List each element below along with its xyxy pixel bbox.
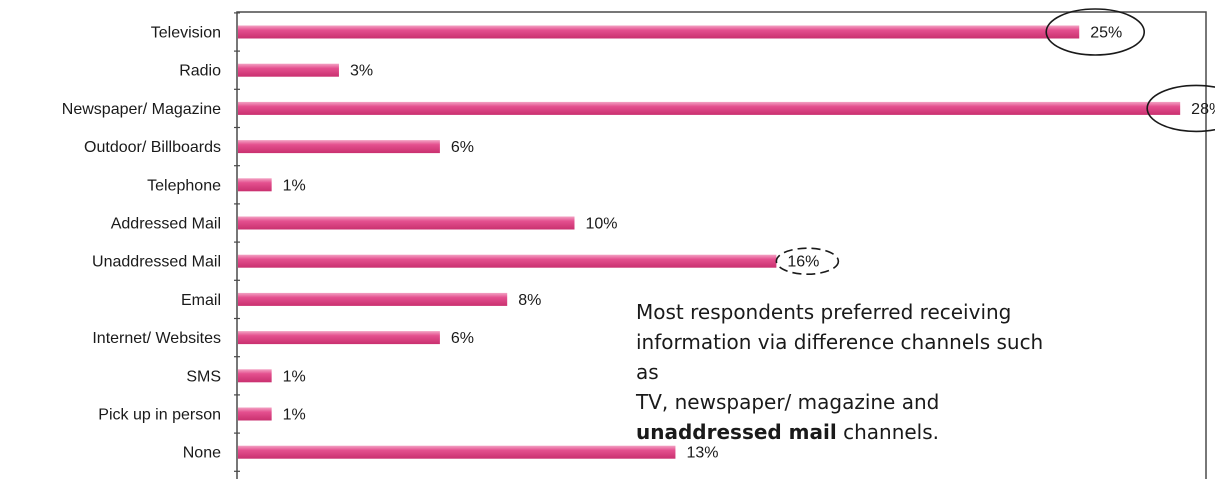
value-label: 25% [1090, 25, 1122, 42]
annotation-line-4: unaddressed mail channels. [636, 417, 1056, 447]
bar-internet-websites [238, 331, 440, 345]
value-label: 16% [787, 254, 819, 271]
value-label: 8% [518, 292, 541, 309]
bar-sms [238, 369, 272, 383]
annotation-line-3: TV, newspaper/ magazine and [636, 390, 940, 414]
value-label: 1% [283, 368, 306, 385]
annotation-line-2: information via difference channels such… [636, 330, 1044, 384]
category-label: SMS [186, 368, 221, 385]
value-label: 10% [585, 216, 617, 233]
bar-pick-up-in-person [238, 407, 272, 421]
value-label: 1% [283, 177, 306, 194]
category-label: Internet/ Websites [92, 330, 221, 347]
annotation-emphasis: unaddressed mail [636, 420, 837, 444]
value-label: 13% [686, 445, 718, 462]
bar-telephone [238, 178, 272, 192]
value-label: 28% [1191, 101, 1215, 118]
category-label: Television [151, 25, 221, 42]
category-label: Unaddressed Mail [92, 254, 221, 271]
bar-radio [238, 63, 339, 77]
annotation-line-1: Most respondents preferred receiving [636, 300, 1012, 324]
bar-email [238, 292, 508, 306]
bar-none [238, 445, 676, 459]
value-label: 1% [283, 407, 306, 424]
category-label: Pick up in person [98, 407, 221, 424]
highlight-ellipse-unaddressed-mail [775, 247, 840, 276]
category-label: Radio [179, 63, 221, 80]
annotation-tail: channels. [836, 420, 940, 444]
bar-newspaper-magazine [238, 101, 1181, 115]
bar-television [238, 25, 1080, 39]
value-label: 3% [350, 63, 373, 80]
category-label: Telephone [147, 177, 221, 194]
annotation-text: Most respondents preferred receiving inf… [636, 297, 1056, 447]
bar-addressed-mail [238, 216, 575, 230]
highlight-ellipse-television [1045, 8, 1146, 56]
category-label: None [183, 445, 221, 462]
category-label: Email [181, 292, 221, 309]
highlight-ellipse-newspaper-magazine [1146, 84, 1215, 133]
plot-frame [236, 11, 1207, 479]
bar-outdoor-billboards [238, 140, 440, 154]
bar-unaddressed-mail [238, 254, 777, 268]
category-label: Outdoor/ Billboards [84, 139, 221, 156]
value-label: 6% [451, 330, 474, 347]
category-label: Newspaper/ Magazine [62, 101, 221, 118]
category-label: Addressed Mail [111, 216, 221, 233]
value-label: 6% [451, 139, 474, 156]
